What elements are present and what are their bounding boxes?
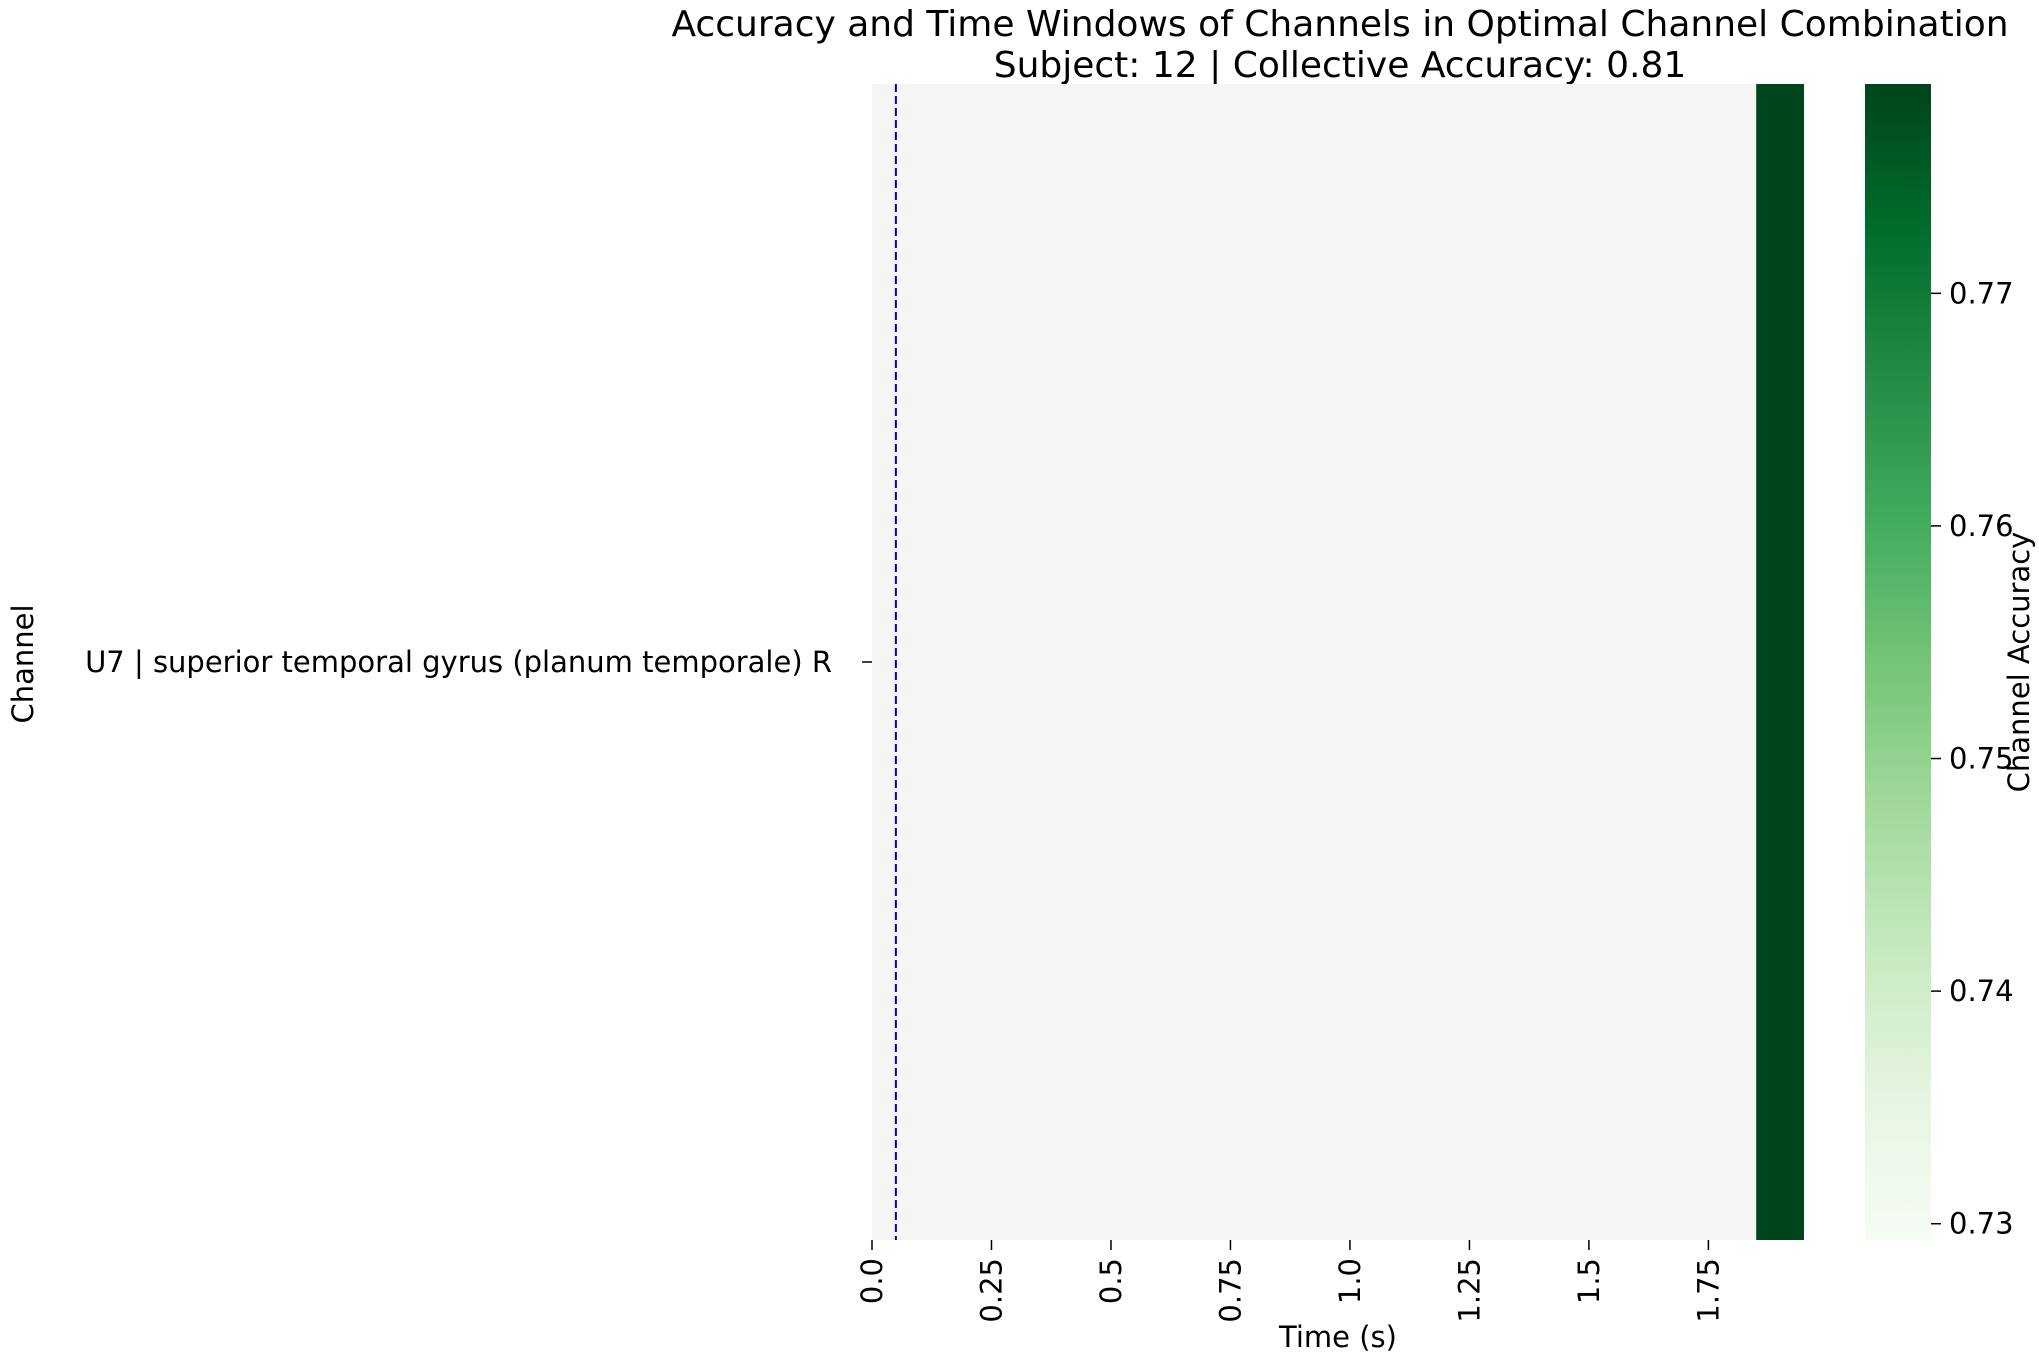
x-tick-label: 1.75	[1691, 1258, 1725, 1323]
x-axis-label: Time (s)	[1278, 1320, 1397, 1354]
colorbar-tick-label: 0.76	[1949, 509, 2014, 543]
x-tick-label: 0.25	[974, 1258, 1008, 1323]
chart-subtitle: Subject: 12 | Collective Accuracy: 0.81	[994, 45, 1687, 86]
y-axis-label: Channel	[6, 604, 40, 723]
x-tick-label: 0.0	[855, 1258, 889, 1304]
x-axis: 0.0 0.25 0.5 0.75 1.0 1.25 1.5 1.75	[855, 1240, 1725, 1323]
colorbar: 0.73 0.74 0.75 0.76 0.77	[1865, 84, 2014, 1241]
x-tick-label: 1.25	[1452, 1258, 1486, 1323]
colorbar-gradient	[1865, 84, 1931, 1240]
y-axis: U7 | superior temporal gyrus (planum tem…	[85, 645, 872, 679]
x-tick-label: 1.5	[1572, 1258, 1606, 1304]
x-tick-label: 0.75	[1213, 1258, 1247, 1323]
y-tick-label: U7 | superior temporal gyrus (planum tem…	[85, 645, 832, 679]
x-tick-label: 0.5	[1094, 1258, 1128, 1304]
plot-area	[872, 84, 1804, 1240]
colorbar-tick-label: 0.75	[1949, 742, 2014, 776]
colorbar-label: Channel Accuracy	[2002, 532, 2036, 793]
chart-title: Accuracy and Time Windows of Channels in…	[671, 4, 2008, 45]
colorbar-tick-label: 0.73	[1949, 1207, 2014, 1241]
colorbar-tick-label: 0.74	[1949, 974, 2014, 1008]
x-tick-label: 1.0	[1333, 1258, 1367, 1304]
colorbar-tick-label: 0.77	[1949, 276, 2014, 310]
heatmap-cell	[1756, 84, 1804, 1240]
heatmap-background-row	[872, 84, 1804, 1240]
